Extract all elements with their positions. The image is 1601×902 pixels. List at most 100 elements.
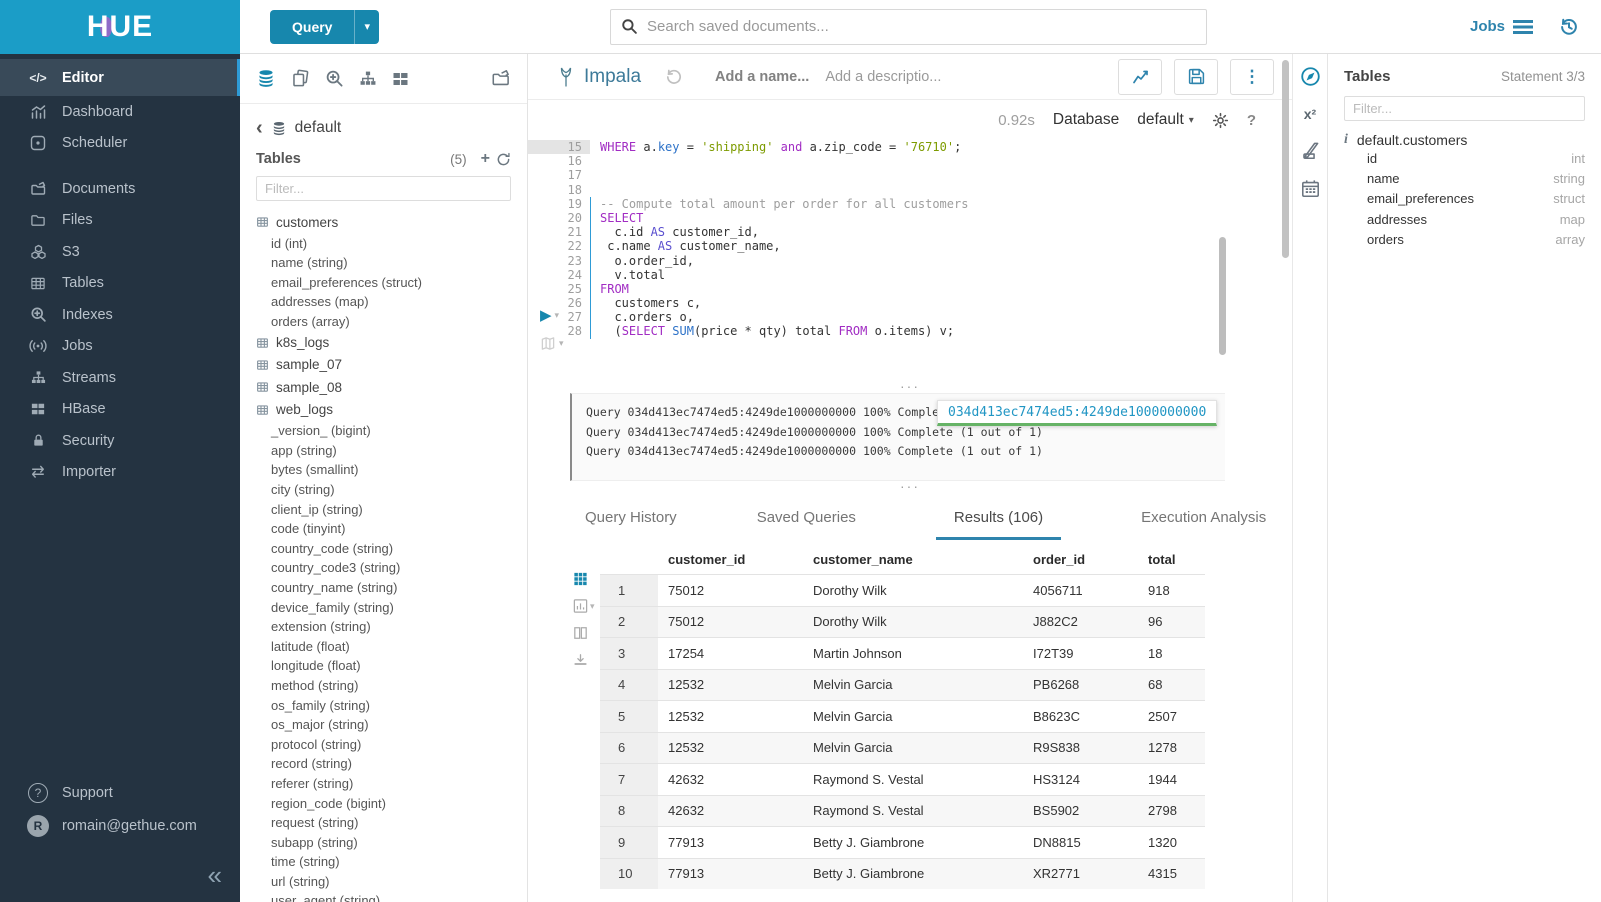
- tree-item[interactable]: email_preferences (struct): [271, 274, 422, 290]
- apps-grid-icon[interactable]: [392, 71, 409, 87]
- info-icon[interactable]: i: [1344, 132, 1348, 147]
- assist-explorer-icon[interactable]: [1300, 66, 1321, 87]
- tree-item[interactable]: extension (string): [271, 619, 371, 635]
- tree-item[interactable]: country_code3 (string): [271, 560, 401, 576]
- tree-item[interactable]: protocol (string): [271, 736, 362, 752]
- tab[interactable]: Results (106): [935, 509, 1062, 540]
- open-folder-icon[interactable]: [491, 69, 511, 88]
- tree-item[interactable]: sample_08: [256, 376, 527, 398]
- assist-column-row[interactable]: orders array: [1367, 232, 1585, 248]
- execute-button[interactable]: ▶ ▾: [540, 308, 559, 323]
- settings-gear-icon[interactable]: [1212, 112, 1229, 129]
- assist-column-row[interactable]: addresses map: [1367, 211, 1585, 227]
- sidebar-item-scheduler[interactable]: Scheduler: [0, 128, 240, 160]
- tree-item[interactable]: city (string): [271, 482, 335, 497]
- assist-column-row[interactable]: id int: [1367, 150, 1585, 166]
- sidebar-item-editor[interactable]: </> Editor: [0, 59, 240, 96]
- sidebar-item-s3[interactable]: S3: [0, 236, 240, 268]
- add-table-icon[interactable]: +: [480, 150, 490, 167]
- tree-item[interactable]: orders (array): [271, 314, 350, 330]
- assist-column-row[interactable]: email_preferences struct: [1367, 191, 1585, 207]
- tab[interactable]: Query History: [585, 509, 677, 526]
- tables-filter-input[interactable]: [256, 176, 511, 201]
- tree-item[interactable]: app (string): [271, 442, 337, 458]
- query-dropdown-caret[interactable]: ▾: [354, 9, 379, 44]
- zoom-in-icon[interactable]: [325, 69, 344, 88]
- tree-item[interactable]: client_ip (string): [271, 501, 363, 517]
- global-search[interactable]: [610, 8, 1207, 45]
- help-icon[interactable]: ?: [1246, 111, 1256, 129]
- tab[interactable]: Saved Queries: [756, 509, 856, 526]
- collapse-sidebar-icon[interactable]: «: [207, 860, 222, 890]
- tree-item[interactable]: longitude (float): [271, 658, 361, 674]
- code-minimap-icon[interactable]: ▾: [540, 336, 564, 351]
- sidebar-item-hbase[interactable]: HBase: [0, 394, 240, 426]
- tree-item[interactable]: method (string): [271, 677, 359, 693]
- log-resize-handle[interactable]: ···: [900, 378, 920, 394]
- sidebar-item-documents[interactable]: Documents: [0, 173, 240, 205]
- tree-item[interactable]: request (string): [271, 815, 359, 831]
- col-header-customer-name[interactable]: customer_name: [813, 551, 913, 567]
- columns-view-icon[interactable]: [573, 626, 595, 640]
- save-button[interactable]: [1174, 58, 1218, 95]
- query-description-field[interactable]: Add a descriptio...: [825, 68, 942, 85]
- more-actions-button[interactable]: ⋮: [1230, 58, 1274, 95]
- sidebar-item-user[interactable]: R romain@gethue.com: [0, 809, 240, 842]
- tree-item[interactable]: os_major (string): [271, 717, 369, 733]
- results-resize-handle[interactable]: ···: [900, 478, 920, 494]
- sidebar-item-tables[interactable]: Tables: [0, 268, 240, 300]
- schedules-icon[interactable]: [1301, 179, 1320, 198]
- sidebar-item-security[interactable]: Security: [0, 425, 240, 457]
- tree-item[interactable]: web_logs: [256, 399, 527, 421]
- language-reference-icon[interactable]: [1301, 141, 1320, 160]
- documents-tab-icon[interactable]: [291, 69, 310, 88]
- tree-item[interactable]: region_code (bigint): [271, 795, 386, 811]
- chart-button[interactable]: [1118, 58, 1162, 95]
- tree-item[interactable]: country_code (string): [271, 540, 394, 556]
- sidebar-item-files[interactable]: Files: [0, 205, 240, 237]
- download-icon[interactable]: [573, 653, 595, 667]
- col-header-total[interactable]: total: [1148, 551, 1176, 567]
- tab[interactable]: Execution Analysis: [1141, 509, 1267, 526]
- tree-item[interactable]: user_agent (string): [271, 893, 381, 902]
- refresh-icon[interactable]: [496, 152, 511, 167]
- sidebar-item-jobs[interactable]: Jobs: [0, 331, 240, 363]
- tree-item[interactable]: sample_07: [256, 354, 527, 376]
- tree-item[interactable]: latitude (float): [271, 638, 350, 654]
- query-history-icon[interactable]: [1559, 17, 1579, 37]
- grid-view-icon[interactable]: [573, 572, 595, 586]
- chart-view-icon[interactable]: ▾: [573, 599, 595, 613]
- jobs-link[interactable]: Jobs: [1470, 18, 1533, 35]
- col-header-order-id[interactable]: order_id: [1033, 551, 1086, 567]
- engine-selector[interactable]: Impala: [558, 65, 641, 89]
- tree-item[interactable]: time (string): [271, 854, 340, 870]
- tree-item[interactable]: code (tinyint): [271, 521, 346, 537]
- tree-item[interactable]: os_family (string): [271, 697, 370, 713]
- sidebar-item-support[interactable]: ? Support: [0, 776, 240, 809]
- tree-item[interactable]: subapp (string): [271, 834, 358, 850]
- databases-tab-icon[interactable]: [256, 69, 276, 88]
- query-id-tooltip[interactable]: 034d413ec7474ed5:4249de1000000000: [937, 400, 1218, 426]
- sidebar-item-dashboard[interactable]: Dashboard: [0, 96, 240, 128]
- tree-item[interactable]: device_family (string): [271, 599, 394, 615]
- tree-item[interactable]: country_name (string): [271, 579, 398, 595]
- query-name-field[interactable]: Add a name...: [715, 68, 810, 85]
- sidebar-item-importer[interactable]: ⇄ Importer: [0, 457, 240, 489]
- sidebar-item-streams[interactable]: Streams: [0, 362, 240, 394]
- hue-logo[interactable]: HUE: [0, 0, 240, 54]
- col-header-customer-id[interactable]: customer_id: [668, 551, 746, 567]
- new-query-button[interactable]: Query ▾: [270, 9, 379, 44]
- tree-item[interactable]: k8s_logs: [256, 331, 527, 353]
- tree-item[interactable]: referer (string): [271, 775, 354, 791]
- tree-item[interactable]: customers: [256, 211, 527, 233]
- tree-item[interactable]: record (string): [271, 756, 352, 772]
- tree-item[interactable]: addresses (map): [271, 294, 369, 310]
- functions-icon[interactable]: x²: [1303, 106, 1317, 122]
- tree-item[interactable]: id (int): [271, 235, 308, 251]
- query-button-label[interactable]: Query: [270, 9, 355, 44]
- assist-column-row[interactable]: name string: [1367, 171, 1585, 187]
- chevron-left-icon[interactable]: ‹: [256, 117, 263, 139]
- assist-filter-input[interactable]: [1344, 96, 1585, 121]
- assist-table-name[interactable]: default.customers: [1356, 132, 1468, 148]
- editor-history-icon[interactable]: [665, 68, 683, 86]
